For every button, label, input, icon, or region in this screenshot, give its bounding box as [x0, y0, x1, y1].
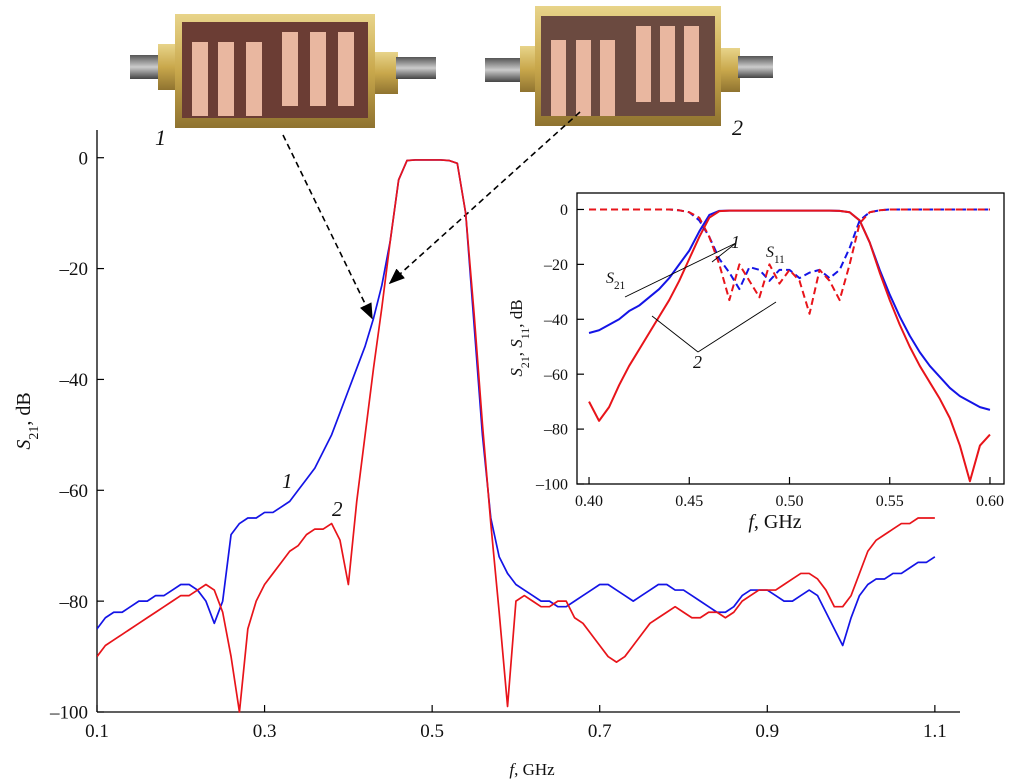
filter-photo-1 — [130, 14, 436, 128]
y-tick-label: –20 — [59, 259, 89, 280]
photo-label: 2 — [732, 115, 743, 140]
x-tick-label: 1.1 — [923, 721, 947, 742]
x-axis-label-part: f — [509, 760, 516, 779]
y-tick-label: 0 — [79, 148, 89, 169]
y-axis-label-part: , dB — [13, 392, 35, 425]
y-tick-label: 0 — [560, 202, 568, 219]
x-axis-label-part: , GHz — [754, 511, 802, 533]
curve-annotation: 2 — [332, 497, 343, 521]
curve-label-part: 21 — [614, 280, 625, 292]
y-tick-label: –40 — [59, 370, 89, 391]
plot-frame — [576, 192, 1005, 485]
x-tick-label: 0.55 — [876, 493, 904, 510]
x-axis-label: f, GHz — [748, 511, 801, 533]
y-tick-label: –20 — [543, 257, 568, 274]
y-tick-label: –100 — [535, 477, 568, 494]
data-line — [97, 159, 935, 713]
y-axis-label-part: S — [507, 368, 526, 377]
x-axis-label-part: , GHz — [514, 760, 555, 779]
y-axis-label-part: S — [13, 440, 35, 450]
x-tick-label: 0.50 — [775, 493, 803, 510]
curve-label-part: 11 — [774, 254, 785, 266]
pointer-arrow — [282, 134, 373, 320]
curve-label: S11 — [766, 244, 785, 266]
pointer-arrow — [388, 111, 581, 285]
x-axis-label-part: f — [748, 511, 756, 533]
leader-line — [697, 301, 777, 353]
x-tick-label: 0.9 — [755, 721, 779, 742]
leader-line — [624, 242, 737, 298]
curve-annotation: 1 — [731, 232, 740, 252]
curve-label: S21 — [606, 270, 625, 292]
data-line — [588, 209, 991, 483]
data-line — [589, 208, 990, 315]
curve-annotation: 2 — [693, 352, 702, 372]
y-tick-label: –100 — [49, 703, 88, 724]
x-tick-label: 0.3 — [253, 721, 277, 742]
x-tick-label: 0.40 — [575, 493, 603, 510]
y-axis-label-part: 11 — [518, 328, 532, 340]
x-tick-label: 0.1 — [85, 721, 109, 742]
y-axis-label-part: 21 — [518, 356, 532, 368]
curve-label-part: S — [766, 244, 774, 261]
curve-label-part: S — [606, 270, 614, 287]
y-axis-label-part: S — [507, 339, 526, 348]
y-tick-label: –40 — [543, 312, 568, 329]
curve-annotation: 1 — [282, 469, 293, 493]
data-line — [97, 159, 936, 647]
x-tick-label: 0.60 — [976, 493, 1004, 510]
y-axis-label-part: , — [507, 348, 526, 357]
y-tick-label: –80 — [59, 592, 89, 613]
leader-line — [711, 242, 737, 263]
y-axis-label-part: 21 — [27, 426, 42, 440]
y-tick-label: –60 — [59, 481, 89, 502]
y-tick-label: –60 — [543, 367, 568, 384]
y-axis-label: S21, S11, dB — [507, 299, 532, 376]
filter-photo-2 — [485, 6, 773, 126]
x-tick-label: 0.5 — [420, 721, 444, 742]
leader-line — [651, 315, 699, 353]
y-axis-label-part: , dB — [507, 299, 526, 327]
x-axis-label: f, GHz — [509, 760, 555, 779]
x-tick-label: 0.7 — [588, 721, 612, 742]
x-tick-label: 0.45 — [675, 493, 703, 510]
photo-label: 1 — [155, 125, 166, 150]
y-tick-label: –80 — [543, 422, 568, 439]
y-axis-label: S21, dB — [13, 392, 42, 449]
